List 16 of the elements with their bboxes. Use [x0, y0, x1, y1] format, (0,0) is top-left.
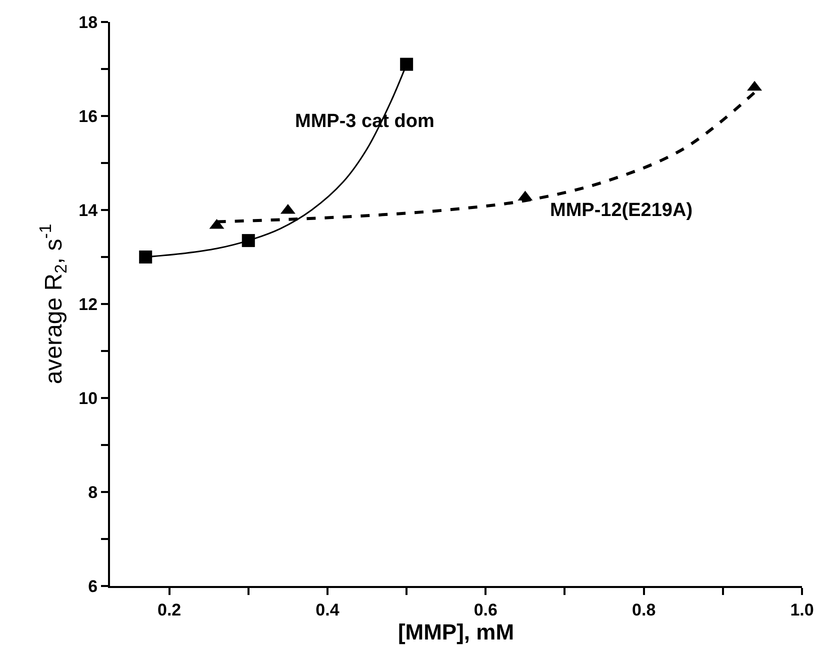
x-tick-label: 0.2	[157, 600, 182, 620]
x-tick-label: 0.8	[632, 600, 656, 620]
x-tick-label: 1.0	[790, 600, 814, 620]
point	[139, 250, 152, 264]
y-tick-label: 8	[88, 482, 98, 502]
y-tick-label: 18	[78, 12, 98, 32]
y-tick-label: 16	[78, 106, 98, 126]
x-tick-label: 0.4	[316, 600, 340, 620]
point	[400, 58, 414, 71]
x-axis-title: [MMP], mM	[398, 619, 514, 644]
y-tick-label: 10	[78, 388, 98, 408]
y-tick-label: 14	[78, 200, 98, 220]
y-tick-label: 6	[88, 576, 98, 596]
x-tick-label: 0.6	[474, 600, 498, 620]
y-tick-label: 12	[78, 294, 98, 314]
annotation: MMP-12(E219A)	[550, 200, 693, 221]
